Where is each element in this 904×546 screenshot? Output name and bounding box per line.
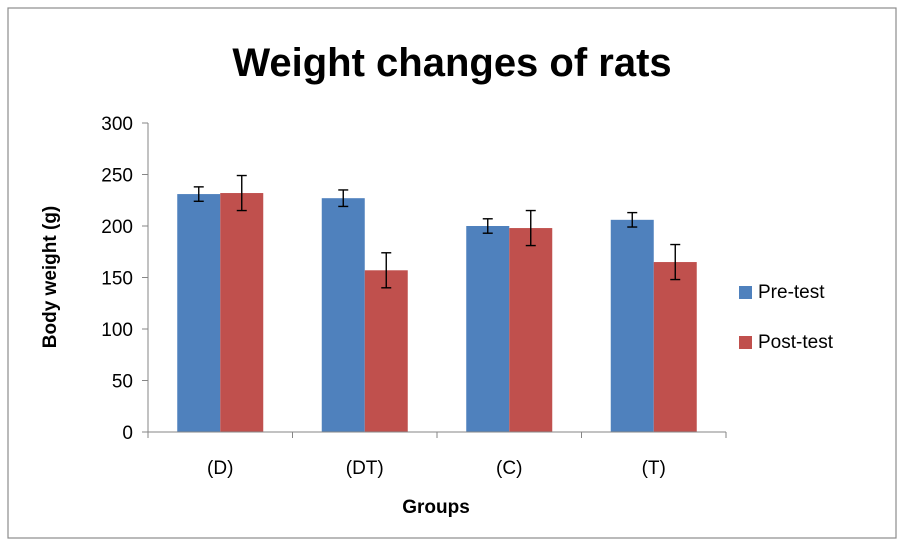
legend: Pre-test Post-test — [739, 282, 834, 353]
x-tick-label: (D) — [207, 458, 233, 479]
y-tick-label: 0 — [122, 423, 133, 444]
x-axis-label: Groups — [402, 497, 470, 518]
bar-pre-test-1 — [321, 198, 365, 432]
bars-group — [177, 174, 697, 432]
bar-post-test-0 — [220, 193, 264, 432]
chart-title: Weight changes of rats — [232, 41, 671, 85]
y-tick-label: 50 — [112, 372, 133, 393]
y-tick-label: 200 — [101, 217, 133, 238]
legend-swatch-pre-test — [739, 286, 752, 299]
bar-pre-test-0 — [177, 194, 221, 432]
y-tick-label: 250 — [101, 166, 133, 187]
y-axis-label: Body weight (g) — [40, 206, 61, 348]
y-tick-label: 300 — [101, 114, 133, 135]
x-tick-label: (T) — [642, 458, 666, 479]
chart-border — [7, 7, 897, 539]
legend-label-pre-test: Pre-test — [758, 282, 825, 303]
x-tick-label: (C) — [496, 458, 522, 479]
legend-swatch-post-test — [739, 336, 752, 349]
legend-label-post-test: Post-test — [758, 332, 834, 353]
bar-post-test-1 — [364, 270, 408, 432]
y-tick-label: 150 — [101, 269, 133, 290]
bar-pre-test-3 — [610, 219, 654, 432]
bar-post-test-3 — [653, 262, 697, 432]
bar-pre-test-2 — [466, 226, 510, 432]
y-tick-label: 100 — [101, 320, 133, 341]
bar-post-test-2 — [509, 228, 553, 432]
axes-group: (D) (DT) (C) (T) 0 50 100 150 200 250 300 — [101, 114, 727, 479]
x-tick-label: (DT) — [346, 458, 384, 479]
